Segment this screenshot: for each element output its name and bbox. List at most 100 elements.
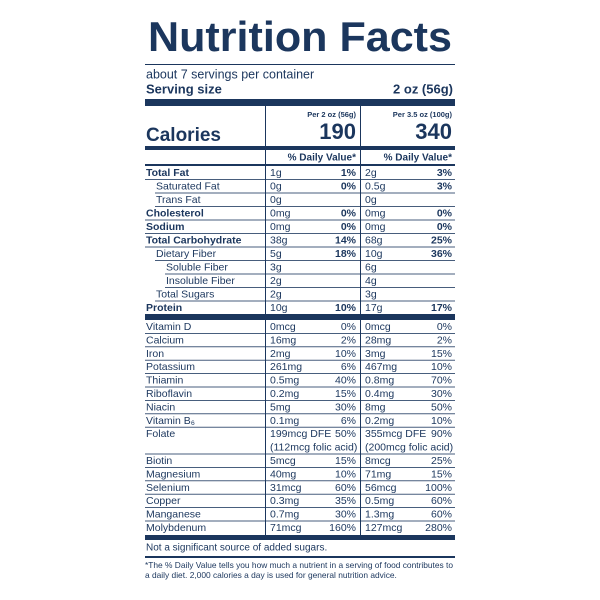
- row-rule: [145, 333, 455, 334]
- title: Nutrition Facts: [148, 13, 452, 60]
- nutrient-label: Insoluble Fiber: [166, 275, 235, 287]
- nutrient-label: Vitamin B₆: [146, 415, 195, 427]
- nutrient-label: Copper: [146, 495, 181, 507]
- sugar-note: Not a significant source of added sugars…: [146, 543, 327, 554]
- amount: 16mg: [270, 334, 296, 346]
- amount: 0.3mg: [270, 495, 299, 507]
- daily-value: 100%: [425, 482, 452, 494]
- calories-value: 190: [319, 119, 356, 144]
- amount: 199mcg DFE: [270, 428, 331, 440]
- amount: 0mg: [365, 208, 386, 220]
- nutrient-label: Riboflavin: [146, 388, 192, 400]
- amount: 355mcg DFE: [365, 428, 426, 440]
- nutrient-label: Molybdenum: [146, 522, 206, 534]
- amount: 261mg: [270, 361, 302, 373]
- amount: 2g: [270, 275, 282, 287]
- amount: 1.3mg: [365, 509, 394, 521]
- nutrient-label: Potassium: [146, 361, 195, 373]
- row-rule: [145, 507, 455, 508]
- amount: 2g: [365, 167, 377, 179]
- daily-value: 280%: [425, 522, 452, 534]
- servings: about 7 servings per container: [146, 67, 314, 81]
- daily-value: 6%: [341, 415, 356, 427]
- rule: [145, 64, 455, 65]
- daily-value: 18%: [335, 248, 357, 260]
- amount: 28mg: [365, 334, 391, 346]
- bar: [145, 146, 455, 150]
- row-rule: [145, 346, 455, 348]
- row-rule: [155, 260, 455, 261]
- daily-value: 2%: [341, 334, 356, 346]
- amount: 127mcg: [365, 522, 403, 534]
- daily-value: 3%: [437, 181, 453, 193]
- amount-note: (112mcg folic acid): [270, 442, 357, 454]
- row-rule: [145, 493, 455, 495]
- daily-value: 40%: [335, 375, 356, 387]
- amount: 5mcg: [270, 455, 296, 467]
- amount: 0g: [365, 194, 377, 206]
- nutrient-label: Saturated Fat: [156, 181, 220, 193]
- daily-value: 3%: [437, 167, 453, 179]
- bar: [145, 556, 455, 558]
- column-header: Per 2 oz (56g): [307, 110, 356, 119]
- nutrient-label: Biotin: [146, 455, 172, 467]
- daily-value: 90%: [431, 428, 452, 440]
- daily-value: 30%: [335, 509, 356, 521]
- daily-value: 30%: [431, 388, 452, 400]
- row-rule: [145, 386, 455, 388]
- column-header: Per 3.5 oz (100g): [393, 110, 453, 119]
- row-rule: [145, 359, 455, 361]
- row-rule: [145, 480, 455, 482]
- amount: 40mg: [270, 468, 296, 480]
- nutrient-label: Iron: [146, 348, 164, 360]
- row-rule: [155, 300, 455, 302]
- thick-bar: [145, 99, 455, 106]
- row-rule: [145, 400, 455, 401]
- row-rule: [145, 219, 455, 221]
- amount: 3mg: [365, 348, 386, 360]
- amount: 0.8mg: [365, 375, 394, 387]
- daily-value: 50%: [431, 401, 452, 413]
- daily-value: 15%: [335, 388, 356, 400]
- amount: 2g: [270, 289, 282, 301]
- row-rule: [145, 520, 455, 522]
- daily-value: 0%: [341, 221, 357, 233]
- row-rule: [145, 413, 455, 415]
- row-rule: [165, 287, 455, 288]
- amount: 0mg: [365, 221, 386, 233]
- amount: 31mcg: [270, 482, 302, 494]
- nutrient-label: Thiamin: [146, 375, 184, 387]
- daily-value: 0%: [437, 221, 453, 233]
- amount: 3g: [365, 289, 377, 301]
- column-divider: [265, 106, 266, 535]
- column-divider: [360, 106, 361, 535]
- calories-label: Calories: [146, 125, 221, 146]
- daily-value: 60%: [431, 509, 452, 521]
- row-rule: [145, 467, 455, 468]
- amount: 8mg: [365, 401, 386, 413]
- thick-bar: [145, 314, 455, 320]
- amount: 71mcg: [270, 522, 302, 534]
- nutrient-label: Protein: [146, 302, 182, 314]
- nutrient-label: Total Carbohydrate: [146, 235, 242, 247]
- nutrient-label: Vitamin D: [146, 321, 192, 333]
- daily-value: 35%: [335, 495, 356, 507]
- row-rule: [165, 273, 455, 275]
- daily-value: 60%: [431, 495, 452, 507]
- amount: 0g: [270, 194, 282, 206]
- serving-size-value: 2 oz (56g): [393, 81, 453, 96]
- daily-value: 10%: [335, 348, 356, 360]
- dv-header: % Daily Value*: [384, 153, 452, 164]
- daily-value: 50%: [335, 428, 356, 440]
- amount: 0.4mg: [365, 388, 394, 400]
- daily-value: 15%: [431, 468, 452, 480]
- daily-value: 10%: [335, 302, 357, 314]
- amount: 5g: [270, 248, 282, 260]
- daily-value: 6%: [341, 361, 356, 373]
- amount: 10g: [365, 248, 383, 260]
- daily-value: 0%: [341, 208, 357, 220]
- daily-value: 0%: [341, 321, 356, 333]
- nutrient-label: Calcium: [146, 334, 184, 346]
- amount: 467mg: [365, 361, 397, 373]
- daily-value: 15%: [431, 348, 452, 360]
